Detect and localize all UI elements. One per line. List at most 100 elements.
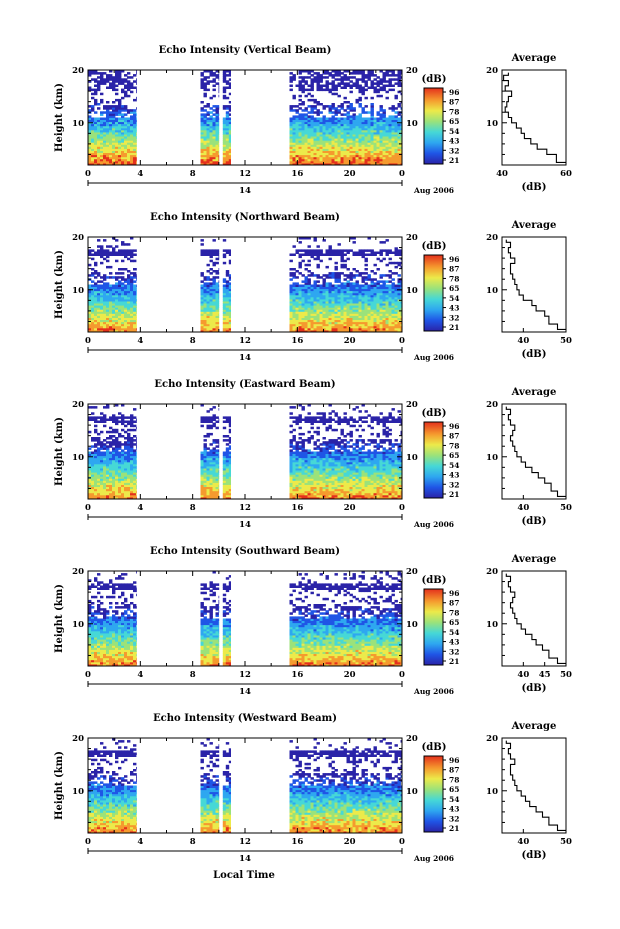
heatmap-cell xyxy=(298,241,302,244)
heatmap-cell xyxy=(222,146,227,149)
heatmap-cell xyxy=(222,107,227,110)
heatmap-cell xyxy=(124,251,128,254)
heatmap-cell xyxy=(382,144,386,147)
heatmap-cell xyxy=(382,286,386,290)
heatmap-cell xyxy=(88,290,92,294)
heatmap-cell xyxy=(203,296,207,300)
heatmap-cell xyxy=(200,148,204,151)
heatmap-cell xyxy=(340,325,344,329)
heatmap-cell xyxy=(361,134,365,137)
heatmap-cell xyxy=(388,317,392,320)
heatmap-cell xyxy=(109,284,113,287)
heatmap-cell xyxy=(112,457,116,461)
heatmap-cell xyxy=(370,132,374,135)
heatmap-cell xyxy=(355,309,359,312)
heatmap-cell xyxy=(295,282,299,285)
heatmap-cell xyxy=(136,292,137,296)
heatmap-cell xyxy=(340,123,344,127)
heatmap-cell xyxy=(295,138,299,141)
heatmap-cell xyxy=(316,142,320,145)
heatmap-cell xyxy=(130,301,134,304)
heatmap-cell xyxy=(203,88,207,92)
heatmap-cell xyxy=(112,461,116,465)
heatmap-cell xyxy=(349,276,353,279)
heatmap-cell xyxy=(203,319,207,323)
heatmap-cell xyxy=(292,303,296,306)
heatmap-cell xyxy=(298,121,302,125)
heatmap-cell xyxy=(118,412,122,415)
heatmap-cell xyxy=(397,319,401,323)
heatmap-cell xyxy=(379,299,383,302)
heatmap-cell xyxy=(109,472,113,475)
heatmap-cell xyxy=(136,132,137,135)
heatmap-cell xyxy=(307,270,311,273)
heatmap-cell xyxy=(115,239,119,242)
heatmap-cell xyxy=(364,123,368,127)
heatmap-cell xyxy=(206,323,210,327)
heatmap-cell xyxy=(228,307,231,310)
heatmap-cell xyxy=(130,457,134,461)
heatmap-cell xyxy=(209,162,213,166)
heatmap-cell xyxy=(228,158,231,162)
heatmap-cell xyxy=(124,492,128,496)
heatmap-cell xyxy=(325,294,329,298)
heatmap-cell xyxy=(121,327,125,331)
heatmap-cell xyxy=(328,88,332,92)
heatmap-cell xyxy=(292,317,296,320)
heatmap-cell xyxy=(349,127,353,131)
heatmap-cell xyxy=(352,150,356,153)
heatmap-cell xyxy=(112,107,116,110)
heatmap-cell xyxy=(379,323,383,327)
heatmap-cell xyxy=(103,129,107,133)
heatmap-cell xyxy=(370,154,374,158)
heatmap-cell xyxy=(91,105,95,108)
heatmap-cell xyxy=(200,119,204,123)
heatmap-cell xyxy=(228,132,231,135)
heatmap-cell xyxy=(385,249,389,252)
heatmap-cell xyxy=(379,327,383,331)
heatmap-cell xyxy=(200,272,204,275)
heatmap-cell xyxy=(218,315,220,318)
heatmap-cell xyxy=(295,313,299,316)
heatmap-cell xyxy=(112,76,116,79)
heatmap-cell xyxy=(319,140,323,143)
heatmap-cell xyxy=(310,158,314,162)
heatmap-cell xyxy=(109,459,113,463)
heatmap-cell xyxy=(133,490,137,494)
heatmap-cell xyxy=(94,478,98,481)
heatmap-cell xyxy=(394,125,398,129)
heatmap-cell xyxy=(115,162,119,166)
heatmap-cell xyxy=(109,154,113,158)
heatmap-cell xyxy=(292,327,296,331)
heatmap-cell xyxy=(130,459,134,463)
heatmap-cell xyxy=(100,299,104,302)
heatmap-cell xyxy=(218,156,220,160)
heatmap-cell xyxy=(343,284,347,287)
heatmap-cell xyxy=(292,282,296,285)
heatmap-cell xyxy=(124,94,128,98)
heatmap-cell xyxy=(127,447,131,450)
average-x-tick-label: 60 xyxy=(560,169,572,179)
heatmap-cell xyxy=(352,253,356,256)
heatmap-cell xyxy=(364,307,368,310)
heatmap-cell xyxy=(130,237,134,240)
heatmap-cell xyxy=(337,152,341,156)
heatmap-cell xyxy=(301,136,305,139)
heatmap-cell xyxy=(397,274,401,277)
heatmap-cell xyxy=(313,98,317,102)
heatmap-cell xyxy=(394,107,398,110)
heatmap-cell xyxy=(388,286,392,290)
heatmap-cell xyxy=(225,86,230,89)
heatmap-cell xyxy=(295,323,299,327)
heatmap-cell xyxy=(109,478,113,481)
heatmap-cell xyxy=(289,259,293,263)
heatmap-cell xyxy=(307,311,311,314)
heatmap-cell xyxy=(307,136,311,139)
heatmap-cell xyxy=(310,274,314,277)
heatmap-cell xyxy=(218,158,220,162)
heatmap-cell xyxy=(222,132,227,135)
heatmap-cell xyxy=(115,474,119,477)
heatmap-cell xyxy=(334,327,338,331)
colorbar-tick-label: 21 xyxy=(449,323,459,332)
heatmap-cell xyxy=(364,134,368,137)
